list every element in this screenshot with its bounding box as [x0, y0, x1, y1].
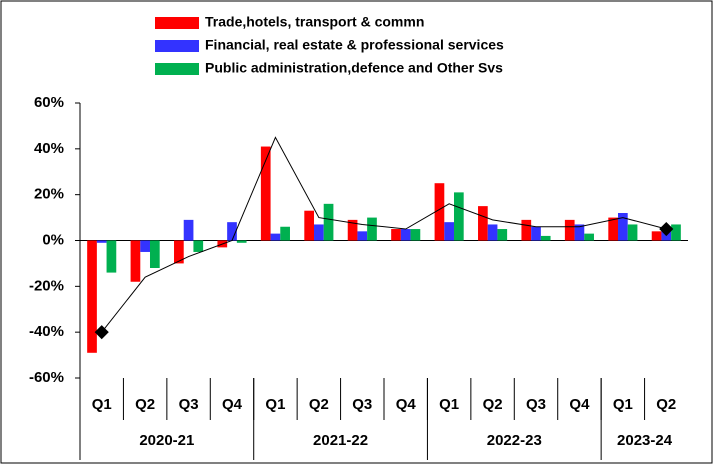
x-tick-label: Q1: [613, 396, 633, 413]
bar: [183, 219, 194, 241]
bar: [304, 210, 315, 241]
x-tick-label: Q2: [135, 396, 155, 413]
bar: [608, 217, 619, 241]
bar: [540, 235, 551, 241]
bar: [574, 224, 585, 241]
y-tick-label: 40%: [34, 140, 64, 157]
bar: [531, 226, 541, 241]
bar: [174, 240, 184, 264]
bar: [106, 240, 117, 273]
bar: [671, 224, 681, 241]
bar: [270, 233, 281, 241]
bar: [149, 240, 160, 268]
line-marker: [659, 221, 674, 237]
x-tick-label: Q1: [92, 396, 112, 413]
y-tick-label: 20%: [34, 186, 64, 203]
x-tick-label: Q2: [656, 396, 676, 413]
legend-label: Public administration,defence and Other …: [205, 60, 503, 76]
bar: [400, 229, 411, 241]
legend-label: Trade,hotels, transport & commn: [205, 14, 424, 30]
legend-label: Financial, real estate & professional se…: [205, 37, 504, 53]
x-tick-label: Q3: [526, 396, 546, 413]
bar: [497, 229, 508, 241]
bar: [434, 183, 445, 241]
bar: [193, 240, 204, 252]
bar: [323, 203, 334, 241]
group-label: 2023-24: [617, 432, 673, 449]
bar: [347, 219, 358, 241]
bar: [453, 192, 464, 241]
y-tick-label: -20%: [29, 277, 64, 294]
bar: [478, 206, 488, 241]
bar: [130, 240, 141, 282]
y-tick-label: -60%: [29, 369, 64, 386]
group-label: 2022-23: [487, 432, 542, 449]
bar: [314, 224, 324, 241]
bar: [410, 229, 421, 241]
group-label: 2020-21: [139, 432, 194, 449]
line-marker: [94, 325, 109, 340]
y-tick-label: -40%: [29, 323, 64, 340]
x-tick-label: Q4: [569, 396, 590, 413]
bar: [627, 224, 638, 241]
group-label: 2021-22: [313, 432, 368, 449]
line: [101, 136, 667, 333]
x-tick-label: Q3: [179, 396, 199, 413]
x-tick-label: Q1: [439, 396, 459, 413]
bar: [87, 240, 97, 353]
bar: [487, 224, 498, 241]
x-tick-label: Q1: [265, 396, 285, 413]
bar: [357, 231, 368, 241]
bar: [391, 229, 401, 241]
x-tick-label: Q2: [309, 396, 329, 413]
bar: [521, 219, 532, 241]
y-tick-label: 60%: [34, 94, 64, 111]
bar: [651, 231, 662, 241]
legend-swatch: [155, 40, 199, 52]
x-tick-label: Q2: [483, 396, 503, 413]
bar: [618, 213, 628, 241]
x-tick-label: Q3: [352, 396, 372, 413]
x-tick-label: Q4: [396, 396, 417, 413]
legend-swatch: [155, 63, 199, 75]
bar: [236, 240, 247, 243]
bar: [227, 222, 237, 241]
x-tick-label: Q4: [222, 396, 243, 413]
bar: [140, 240, 150, 252]
bar: [564, 219, 575, 241]
y-tick-label: 0%: [42, 231, 64, 248]
bar: [367, 217, 377, 241]
bar: [444, 222, 454, 241]
bar: [96, 240, 107, 243]
bar: [260, 146, 271, 241]
legend-swatch: [155, 17, 199, 29]
bar: [584, 233, 594, 241]
bar: [280, 226, 290, 241]
